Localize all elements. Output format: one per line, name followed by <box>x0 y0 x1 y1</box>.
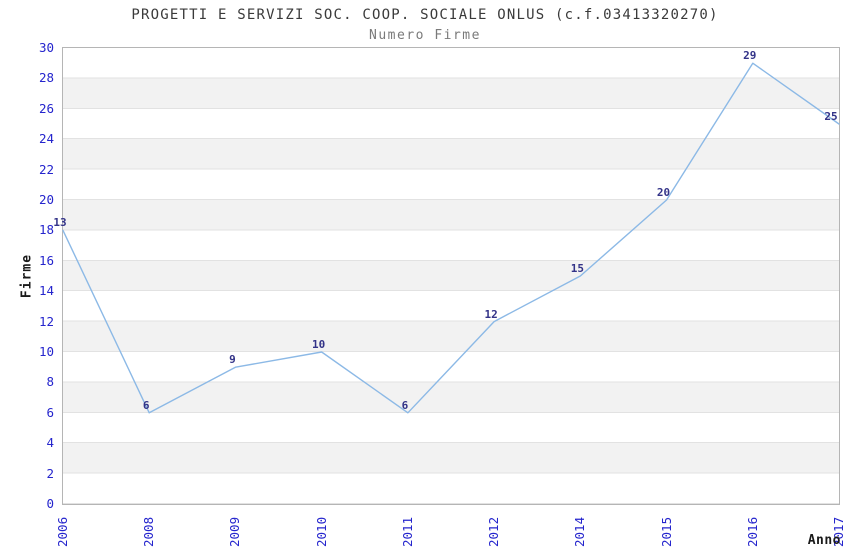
series-line-svg <box>62 62 840 414</box>
y-tick-label: 20 <box>38 192 54 207</box>
x-tick-label: 2014 <box>572 516 588 547</box>
x-tick-label: 2010 <box>313 516 329 547</box>
x-axis-title: Anno <box>807 533 841 548</box>
point-label: 20 <box>656 186 671 199</box>
point-label: 12 <box>484 307 498 321</box>
y-tick-label: 12 <box>38 313 54 329</box>
series-line <box>62 62 840 414</box>
y-tick-label: 0 <box>46 496 54 511</box>
point-label: 13 <box>53 216 67 230</box>
point-label: 6 <box>401 398 409 412</box>
point-label: 6 <box>142 398 150 412</box>
chart-title: PROGETTI E SERVIZI SOC. COOP. SOCIALE ON… <box>131 7 719 23</box>
point-label: 9 <box>229 353 236 367</box>
y-tick-label: 22 <box>38 161 54 177</box>
y-tick-label: 18 <box>38 222 54 238</box>
y-tick-label: 10 <box>38 344 54 359</box>
point-label: 10 <box>312 338 326 351</box>
y-tick-label: 8 <box>46 374 54 390</box>
point-label: 25 <box>824 110 838 123</box>
y-tick-label: 6 <box>46 404 54 420</box>
x-tick-label: 2011 <box>399 516 415 547</box>
y-tick-label: 4 <box>46 435 54 451</box>
x-tick-label: 2012 <box>486 516 502 547</box>
y-tick-label: 16 <box>38 252 54 268</box>
x-tick-label: 2015 <box>658 516 674 547</box>
x-tick-label: 2008 <box>141 516 157 547</box>
y-tick-label: 26 <box>38 100 54 116</box>
point-label: 29 <box>743 49 757 63</box>
x-tick-label: 2006 <box>55 516 70 547</box>
y-tick-label: 30 <box>38 40 54 55</box>
y-tick-label: 24 <box>38 131 54 147</box>
point-label: 15 <box>570 262 584 275</box>
chart-subtitle: Numero Firme <box>369 28 481 43</box>
x-tick-label: 2016 <box>744 516 760 547</box>
y-tick-label: 2 <box>46 465 54 481</box>
plot-area <box>62 47 840 505</box>
x-tick-label: 2009 <box>227 516 243 547</box>
y-tick-label: 14 <box>38 283 54 299</box>
y-tick-label: 28 <box>38 70 54 86</box>
